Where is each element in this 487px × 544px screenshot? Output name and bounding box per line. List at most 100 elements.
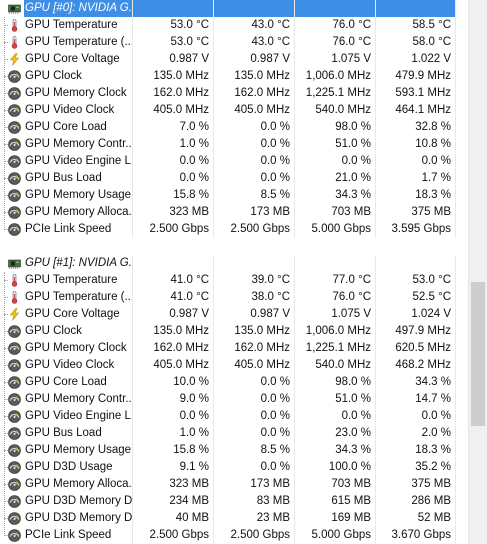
max-value: 169 MB (295, 510, 376, 527)
sensor-row[interactable]: GPU D3D Memory D... 234 MB 83 MB 615 MB 286 … (0, 493, 468, 510)
min-value: 8.5 % (214, 187, 295, 204)
sensor-label: GPU Bus Load (25, 427, 102, 439)
sensor-row[interactable]: GPU Memory Alloca... 323 MB 173 MB 703 MB 37… (0, 476, 468, 493)
sensor-row[interactable]: GPU Memory Usage 15.8 % 8.5 % 34.3 % 18.3 % (0, 187, 468, 204)
gpu-group-header[interactable]: GPU [#1]: NVIDIA G... (0, 255, 468, 272)
sensor-row[interactable]: GPU Core Load 10.0 % 0.0 % 98.0 % 34.3 % (0, 374, 468, 391)
group-label: GPU [#0]: NVIDIA G... (24, 0, 132, 17)
min-value: 162.0 MHz (214, 340, 295, 357)
gauge-icon (8, 393, 21, 406)
current-value: 234 MB (133, 493, 214, 510)
sensor-row[interactable]: GPU Bus Load 0.0 % 0.0 % 21.0 % 1.7 % (0, 170, 468, 187)
min-value: 0.0 % (214, 119, 295, 136)
sensor-label: GPU Core Voltage (25, 53, 120, 65)
current-value: 0.0 % (133, 408, 214, 425)
sensor-row[interactable]: GPU Temperature 41.0 °C 39.0 °C 77.0 °C 53.0… (0, 272, 468, 289)
sensor-label: GPU Video Clock (25, 359, 115, 371)
sensor-label: GPU Temperature (25, 274, 118, 286)
sensor-row[interactable]: GPU Temperature (... 53.0 °C 43.0 °C 76.0 °… (0, 34, 468, 51)
current-value: 2.500 Gbps (133, 221, 214, 238)
sensor-row[interactable]: PCIe Link Speed 2.500 Gbps 2.500 Gbps 5.000… (0, 527, 468, 544)
sensor-row[interactable]: GPU Bus Load 1.0 % 0.0 % 23.0 % 2.0 % (0, 425, 468, 442)
sensor-row[interactable]: GPU Memory Alloca... 323 MB 173 MB 703 MB 37… (0, 204, 468, 221)
lightning-icon (8, 53, 21, 66)
max-value: 77.0 °C (295, 272, 376, 289)
min-value: 0.0 % (214, 170, 295, 187)
sensor-row[interactable]: GPU Temperature (... 41.0 °C 38.0 °C 76.0 °… (0, 289, 468, 306)
max-value: 98.0 % (295, 119, 376, 136)
lightning-icon (8, 308, 21, 321)
max-value: 5.000 Gbps (295, 527, 376, 544)
sensor-row[interactable]: GPU Memory Contr... 9.0 % 0.0 % 51.0 % 14.7 … (0, 391, 468, 408)
sensor-row[interactable]: GPU Clock 135.0 MHz 135.0 MHz 1,006.0 MHz 47… (0, 68, 468, 85)
current-value: 405.0 MHz (133, 357, 214, 374)
sensor-label: GPU Temperature (... (25, 36, 133, 48)
gauge-icon (8, 478, 21, 491)
max-value: 703 MB (295, 476, 376, 493)
current-value: 7.0 % (133, 119, 214, 136)
avg-value: 375 MB (376, 476, 456, 493)
current-value: 0.987 V (133, 51, 214, 68)
avg-value: 593.1 MHz (376, 85, 456, 102)
avg-value: 620.5 MHz (376, 340, 456, 357)
sensor-label: GPU Video Engine L... (25, 410, 133, 422)
sensor-row[interactable]: GPU Video Clock 405.0 MHz 405.0 MHz 540.0 M… (0, 102, 468, 119)
min-value: 405.0 MHz (214, 102, 295, 119)
sensor-row[interactable]: GPU Video Engine L... 0.0 % 0.0 % 0.0 % 0.0 … (0, 408, 468, 425)
sensor-row[interactable]: GPU Memory Usage 15.8 % 8.5 % 34.3 % 18.3 % (0, 442, 468, 459)
sensor-row[interactable]: GPU Video Clock 405.0 MHz 405.0 MHz 540.0 M… (0, 357, 468, 374)
sensor-row[interactable]: GPU Memory Contr... 1.0 % 0.0 % 51.0 % 10.8 … (0, 136, 468, 153)
vertical-scrollbar[interactable] (468, 0, 487, 544)
gauge-icon (8, 512, 21, 525)
sensor-row[interactable]: GPU Memory Clock 162.0 MHz 162.0 MHz 1,225.… (0, 340, 468, 357)
min-value: 8.5 % (214, 442, 295, 459)
max-value: 1,225.1 MHz (295, 340, 376, 357)
sensor-tree-panel[interactable]: GPU [#0]: NVIDIA G... GPU Temperature 53.0… (0, 0, 468, 544)
max-value: 540.0 MHz (295, 102, 376, 119)
avg-value: 464.1 MHz (376, 102, 456, 119)
sensor-row[interactable]: GPU D3D Memory D... 40 MB 23 MB 169 MB 52 MB (0, 510, 468, 527)
sensor-row[interactable]: GPU Memory Clock 162.0 MHz 162.0 MHz 1,225.… (0, 85, 468, 102)
max-value: 76.0 °C (295, 34, 376, 51)
min-value: 39.0 °C (214, 272, 295, 289)
avg-value: 2.0 % (376, 425, 456, 442)
current-value: 0.0 % (133, 170, 214, 187)
avg-value: 32.8 % (376, 119, 456, 136)
max-value: 1,225.1 MHz (295, 85, 376, 102)
max-value: 1.075 V (295, 306, 376, 323)
sensor-row[interactable]: GPU Core Voltage 0.987 V 0.987 V 1.075 V 1.0… (0, 51, 468, 68)
sensor-row[interactable]: GPU Video Engine L... 0.0 % 0.0 % 0.0 % 0.0 … (0, 153, 468, 170)
max-value: 0.0 % (295, 153, 376, 170)
gauge-icon (8, 172, 21, 185)
sensor-label: GPU Core Load (25, 121, 107, 133)
min-value: 0.0 % (214, 408, 295, 425)
gauge-icon (8, 342, 21, 355)
scrollbar-thumb[interactable] (471, 282, 485, 426)
max-value: 98.0 % (295, 374, 376, 391)
sensor-row[interactable]: GPU D3D Usage 9.1 % 0.0 % 100.0 % 35.2 % (0, 459, 468, 476)
max-value: 1,006.0 MHz (295, 68, 376, 85)
sensor-label: GPU D3D Memory D... (25, 495, 133, 507)
min-value: 0.0 % (214, 374, 295, 391)
sensor-label: GPU D3D Memory D... (25, 512, 133, 524)
current-value: 40 MB (133, 510, 214, 527)
min-value: 162.0 MHz (214, 85, 295, 102)
gauge-icon (8, 104, 21, 117)
gpu-group-header[interactable]: GPU [#0]: NVIDIA G... (0, 0, 468, 17)
min-value: 0.0 % (214, 136, 295, 153)
avg-value: 14.7 % (376, 391, 456, 408)
sensor-row[interactable]: GPU Temperature 53.0 °C 43.0 °C 76.0 °C 58.5… (0, 17, 468, 34)
sensor-row[interactable]: GPU Core Voltage 0.987 V 0.987 V 1.075 V 1.0… (0, 306, 468, 323)
sensor-row[interactable]: PCIe Link Speed 2.500 Gbps 2.500 Gbps 5.000… (0, 221, 468, 238)
sensor-row[interactable]: GPU Clock 135.0 MHz 135.0 MHz 1,006.0 MHz 49… (0, 323, 468, 340)
gauge-icon (8, 189, 21, 202)
sensor-row[interactable]: GPU Core Load 7.0 % 0.0 % 98.0 % 32.8 % (0, 119, 468, 136)
group-label: GPU [#1]: NVIDIA G... (25, 257, 133, 269)
min-value: 135.0 MHz (214, 68, 295, 85)
current-value: 0.987 V (133, 306, 214, 323)
avg-value: 52 MB (376, 510, 456, 527)
avg-value: 35.2 % (376, 459, 456, 476)
max-value: 34.3 % (295, 442, 376, 459)
current-value: 135.0 MHz (133, 68, 214, 85)
avg-value: 10.8 % (376, 136, 456, 153)
